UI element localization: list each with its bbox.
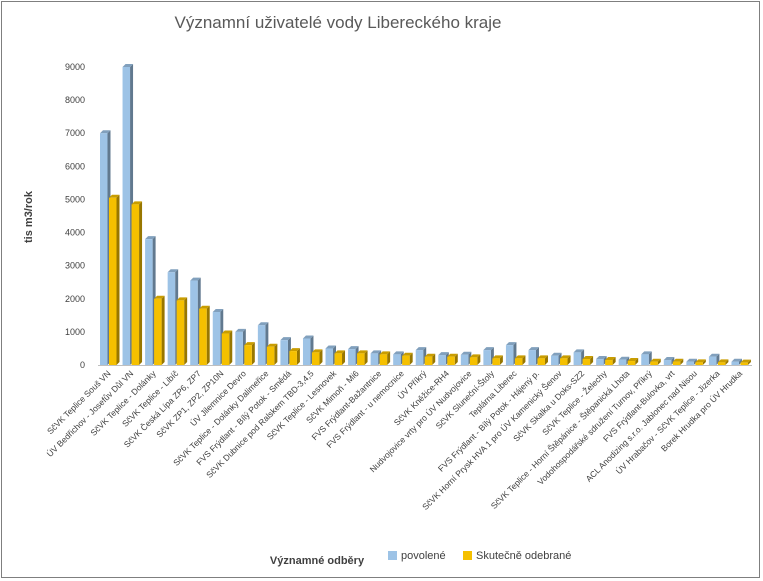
bar-skutecne-odebrane xyxy=(650,358,661,365)
bar-skutecne-odebrane xyxy=(627,358,639,365)
bar-skutecne-odebrane xyxy=(447,353,458,365)
bar-povolene xyxy=(731,358,742,365)
x-axis-title: Významné odběry xyxy=(270,555,365,567)
bar-povolene xyxy=(596,356,607,365)
legend: povolené Skutečně odebrané xyxy=(388,550,571,562)
y-tick-label: 2000 xyxy=(65,294,85,304)
bar-povolene xyxy=(122,64,134,365)
bar-skutecne-odebrane xyxy=(221,330,233,365)
legend-label-skutecne-odebrane: Skutečně odebrané xyxy=(476,550,571,562)
y-tick-label: 5000 xyxy=(65,194,85,204)
bar-povolene xyxy=(528,347,539,365)
bar-povolene xyxy=(280,337,291,365)
bar-povolene xyxy=(348,346,359,365)
bar-skutecne-odebrane xyxy=(357,350,368,365)
bar-skutecne-odebrane xyxy=(582,356,594,365)
bar-povolene xyxy=(708,353,720,365)
bar-povolene xyxy=(438,352,449,365)
bar-povolene xyxy=(641,351,652,365)
bar-skutecne-odebrane xyxy=(717,359,729,365)
bar-skutecne-odebrane xyxy=(424,353,436,365)
chart-title: Významní uživatelé vody Libereckého kraj… xyxy=(175,13,502,32)
bar-skutecne-odebrane xyxy=(244,342,255,365)
bar-skutecne-odebrane xyxy=(154,295,165,365)
bar-skutecne-odebrane xyxy=(740,359,751,365)
bar-povolene xyxy=(393,351,404,365)
bar-skutecne-odebrane xyxy=(402,352,413,365)
bar-povolene xyxy=(551,352,562,365)
bar-skutecne-odebrane xyxy=(334,350,346,365)
bar-povolene xyxy=(325,345,337,365)
bar-skutecne-odebrane xyxy=(131,201,143,365)
bar-skutecne-odebrane xyxy=(469,354,481,365)
bar-povolene xyxy=(483,347,494,365)
y-axis-title: tis m3/rok xyxy=(23,190,35,243)
bar-skutecne-odebrane xyxy=(379,351,391,365)
bar-povolene xyxy=(686,358,697,365)
bar-skutecne-odebrane xyxy=(605,357,616,365)
bar-skutecne-odebrane xyxy=(492,355,503,365)
bar-povolene xyxy=(212,309,224,365)
bars xyxy=(100,64,751,365)
bar-povolene xyxy=(505,342,517,365)
bar-skutecne-odebrane xyxy=(537,355,548,365)
y-tick-label: 8000 xyxy=(65,95,85,105)
bar-skutecne-odebrane xyxy=(514,355,526,365)
bar-povolene xyxy=(235,328,246,365)
y-tick-label: 4000 xyxy=(65,228,85,238)
bar-povolene xyxy=(618,356,630,365)
bar-skutecne-odebrane xyxy=(176,297,188,365)
bar-skutecne-odebrane xyxy=(109,194,120,365)
bar-skutecne-odebrane xyxy=(695,359,706,365)
y-tick-label: 1000 xyxy=(65,327,85,337)
y-tick-label: 3000 xyxy=(65,261,85,271)
y-tick-label: 0 xyxy=(80,360,85,370)
bar-povolene xyxy=(460,351,472,365)
y-axis: 0 1000 2000 3000 4000 5000 6000 7000 8000 9000 xyxy=(65,62,85,370)
bar-povolene xyxy=(573,349,585,365)
bar-povolene xyxy=(663,357,675,365)
legend-swatch-skutecne-odebrane xyxy=(463,551,472,560)
y-tick-label: 6000 xyxy=(65,161,85,171)
legend-swatch-povolene xyxy=(388,551,397,560)
bar-povolene xyxy=(257,322,269,365)
bar-povolene xyxy=(415,347,427,365)
bar-skutecne-odebrane xyxy=(266,343,278,365)
bar-povolene xyxy=(167,269,179,365)
bar-povolene xyxy=(145,236,156,365)
bar-povolene xyxy=(370,350,382,365)
bar-skutecne-odebrane xyxy=(199,305,210,365)
bar-povolene xyxy=(190,277,201,365)
y-tick-label: 9000 xyxy=(65,62,85,72)
bar-povolene xyxy=(302,335,314,365)
bar-skutecne-odebrane xyxy=(672,358,684,365)
bar-povolene xyxy=(100,130,111,365)
legend-label-povolene: povolené xyxy=(401,550,446,562)
y-tick-label: 7000 xyxy=(65,128,85,138)
x-tick-label: ÚV Bedřichov - Josefův Důl VN xyxy=(45,368,136,459)
bar-skutecne-odebrane xyxy=(311,349,323,365)
bar-skutecne-odebrane xyxy=(289,348,300,365)
bar-skutecne-odebrane xyxy=(560,355,571,365)
